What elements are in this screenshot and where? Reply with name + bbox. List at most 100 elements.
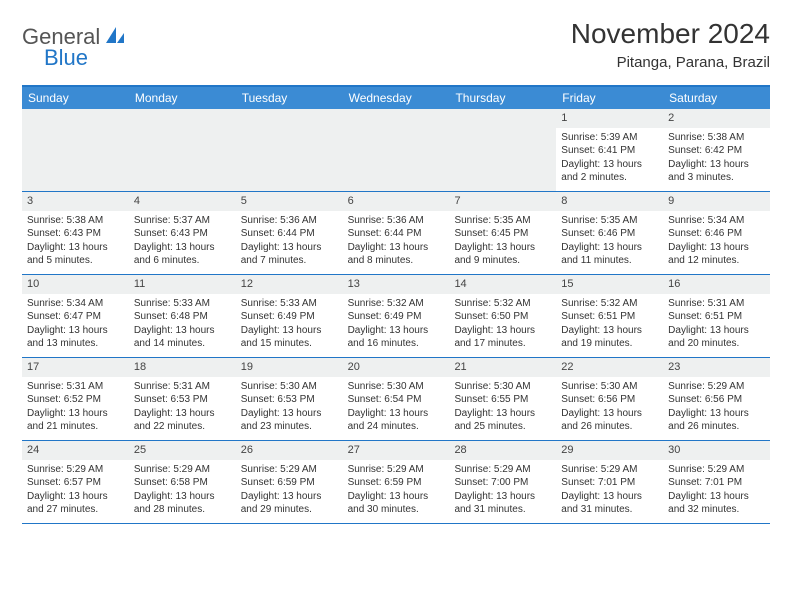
daylight-text: Daylight: 13 hours and 30 minutes.: [348, 490, 445, 517]
day-number: 20: [343, 358, 450, 377]
sunrise-text: Sunrise: 5:31 AM: [27, 380, 124, 394]
sunset-text: Sunset: 6:50 PM: [454, 310, 551, 324]
day-cell: 28 Sunrise: 5:29 AMSunset: 7:00 PMDayligh…: [449, 441, 556, 523]
day-cell: 14Sunrise: 5:32 AMSunset: 6:50 PMDayligh…: [449, 275, 556, 357]
daylight-text: Daylight: 13 hours and 20 minutes.: [668, 324, 765, 351]
day-cell: 22Sunrise: 5:30 AMSunset: 6:56 PMDayligh…: [556, 358, 663, 440]
sunrise-text: Sunrise: 5:35 AM: [454, 214, 551, 228]
day-number: 7: [449, 192, 556, 211]
sunrise-text: Sunrise: 5:29 AM: [668, 463, 765, 477]
sunset-text: Sunset: 7:00 PM: [454, 476, 551, 490]
day-number: 2: [663, 109, 770, 128]
week-row: 17Sunrise: 5:31 AMSunset: 6:52 PMDayligh…: [22, 358, 770, 441]
day-cell: 11Sunrise: 5:33 AMSunset: 6:48 PMDayligh…: [129, 275, 236, 357]
sunset-text: Sunset: 6:41 PM: [561, 144, 658, 158]
sunrise-text: Sunrise: 5:29 AM: [668, 380, 765, 394]
sunrise-text: Sunrise: 5:29 AM: [454, 463, 551, 477]
weekday-header: Wednesday: [343, 87, 450, 109]
day-cell: 17Sunrise: 5:31 AMSunset: 6:52 PMDayligh…: [22, 358, 129, 440]
day-number: 9: [663, 192, 770, 211]
day-cell: 2Sunrise: 5:38 AMSunset: 6:42 PMDaylight…: [663, 109, 770, 191]
daylight-text: Daylight: 13 hours and 24 minutes.: [348, 407, 445, 434]
weekday-header: Friday: [556, 87, 663, 109]
sunset-text: Sunset: 6:59 PM: [241, 476, 338, 490]
day-cell: [236, 109, 343, 191]
sunrise-text: Sunrise: 5:29 AM: [241, 463, 338, 477]
day-number: 12: [236, 275, 343, 294]
daylight-text: Daylight: 13 hours and 5 minutes.: [27, 241, 124, 268]
day-cell: 10Sunrise: 5:34 AMSunset: 6:47 PMDayligh…: [22, 275, 129, 357]
sunrise-text: Sunrise: 5:38 AM: [668, 131, 765, 145]
daylight-text: Daylight: 13 hours and 23 minutes.: [241, 407, 338, 434]
sunrise-text: Sunrise: 5:31 AM: [668, 297, 765, 311]
daylight-text: Daylight: 13 hours and 22 minutes.: [134, 407, 231, 434]
daylight-text: Daylight: 13 hours and 7 minutes.: [241, 241, 338, 268]
day-cell: 18Sunrise: 5:31 AMSunset: 6:53 PMDayligh…: [129, 358, 236, 440]
day-cell: 9Sunrise: 5:34 AMSunset: 6:46 PMDaylight…: [663, 192, 770, 274]
sunrise-text: Sunrise: 5:32 AM: [561, 297, 658, 311]
location-label: Pitanga, Parana, Brazil: [571, 54, 770, 71]
day-cell: 26 Sunrise: 5:29 AMSunset: 6:59 PMDayligh…: [236, 441, 343, 523]
sunset-text: Sunset: 6:44 PM: [241, 227, 338, 241]
daylight-text: Daylight: 13 hours and 32 minutes.: [668, 490, 765, 517]
sunset-text: Sunset: 6:43 PM: [27, 227, 124, 241]
sunrise-text: Sunrise: 5:34 AM: [27, 297, 124, 311]
sunset-text: Sunset: 7:01 PM: [668, 476, 765, 490]
sunrise-text: Sunrise: 5:32 AM: [348, 297, 445, 311]
sunrise-text: Sunrise: 5:32 AM: [454, 297, 551, 311]
daylight-text: Daylight: 13 hours and 19 minutes.: [561, 324, 658, 351]
weekday-header: Tuesday: [236, 87, 343, 109]
daylight-text: Daylight: 13 hours and 9 minutes.: [454, 241, 551, 268]
sunrise-text: Sunrise: 5:29 AM: [27, 463, 124, 477]
sunrise-text: Sunrise: 5:29 AM: [348, 463, 445, 477]
daylight-text: Daylight: 13 hours and 14 minutes.: [134, 324, 231, 351]
day-cell: 16Sunrise: 5:31 AMSunset: 6:51 PMDayligh…: [663, 275, 770, 357]
day-number: 8: [556, 192, 663, 211]
daylight-text: Daylight: 13 hours and 12 minutes.: [668, 241, 765, 268]
sunset-text: Sunset: 6:49 PM: [348, 310, 445, 324]
day-number: 17: [22, 358, 129, 377]
logo-sail-icon: [104, 25, 126, 50]
daylight-text: Daylight: 13 hours and 13 minutes.: [27, 324, 124, 351]
sunset-text: Sunset: 6:48 PM: [134, 310, 231, 324]
sunrise-text: Sunrise: 5:29 AM: [561, 463, 658, 477]
day-number: 26: [236, 441, 343, 460]
daylight-text: Daylight: 13 hours and 31 minutes.: [561, 490, 658, 517]
sunset-text: Sunset: 6:55 PM: [454, 393, 551, 407]
daylight-text: Daylight: 13 hours and 3 minutes.: [668, 158, 765, 185]
daylight-text: Daylight: 13 hours and 31 minutes.: [454, 490, 551, 517]
week-row: 10Sunrise: 5:34 AMSunset: 6:47 PMDayligh…: [22, 275, 770, 358]
sunset-text: Sunset: 6:51 PM: [561, 310, 658, 324]
day-number: 4: [129, 192, 236, 211]
sunrise-text: Sunrise: 5:36 AM: [241, 214, 338, 228]
sunset-text: Sunset: 6:53 PM: [241, 393, 338, 407]
day-number: 24: [22, 441, 129, 460]
daylight-text: Daylight: 13 hours and 8 minutes.: [348, 241, 445, 268]
sunrise-text: Sunrise: 5:30 AM: [241, 380, 338, 394]
daylight-text: Daylight: 13 hours and 26 minutes.: [561, 407, 658, 434]
sunset-text: Sunset: 6:57 PM: [27, 476, 124, 490]
sunset-text: Sunset: 6:49 PM: [241, 310, 338, 324]
day-cell: [343, 109, 450, 191]
day-cell: 30Sunrise: 5:29 AMSunset: 7:01 PMDayligh…: [663, 441, 770, 523]
day-cell: 8Sunrise: 5:35 AMSunset: 6:46 PMDaylight…: [556, 192, 663, 274]
week-row: 24Sunrise: 5:29 AMSunset: 6:57 PMDayligh…: [22, 441, 770, 524]
day-number: 6: [343, 192, 450, 211]
day-cell: [449, 109, 556, 191]
day-cell: 6Sunrise: 5:36 AMSunset: 6:44 PMDaylight…: [343, 192, 450, 274]
day-cell: 1Sunrise: 5:39 AMSunset: 6:41 PMDaylight…: [556, 109, 663, 191]
sunset-text: Sunset: 6:51 PM: [668, 310, 765, 324]
day-cell: 24Sunrise: 5:29 AMSunset: 6:57 PMDayligh…: [22, 441, 129, 523]
day-number: 18: [129, 358, 236, 377]
daylight-text: Daylight: 13 hours and 29 minutes.: [241, 490, 338, 517]
sunrise-text: Sunrise: 5:37 AM: [134, 214, 231, 228]
weekday-header: Monday: [129, 87, 236, 109]
day-cell: 15 Sunrise: 5:32 AMSunset: 6:51 PMDayligh…: [556, 275, 663, 357]
daylight-text: Daylight: 13 hours and 16 minutes.: [348, 324, 445, 351]
day-cell: 23Sunrise: 5:29 AMSunset: 6:56 PMDayligh…: [663, 358, 770, 440]
day-number: 15: [556, 275, 663, 294]
daylight-text: Daylight: 13 hours and 15 minutes.: [241, 324, 338, 351]
day-number: 28: [449, 441, 556, 460]
day-number: 29: [556, 441, 663, 460]
sunrise-text: Sunrise: 5:33 AM: [134, 297, 231, 311]
